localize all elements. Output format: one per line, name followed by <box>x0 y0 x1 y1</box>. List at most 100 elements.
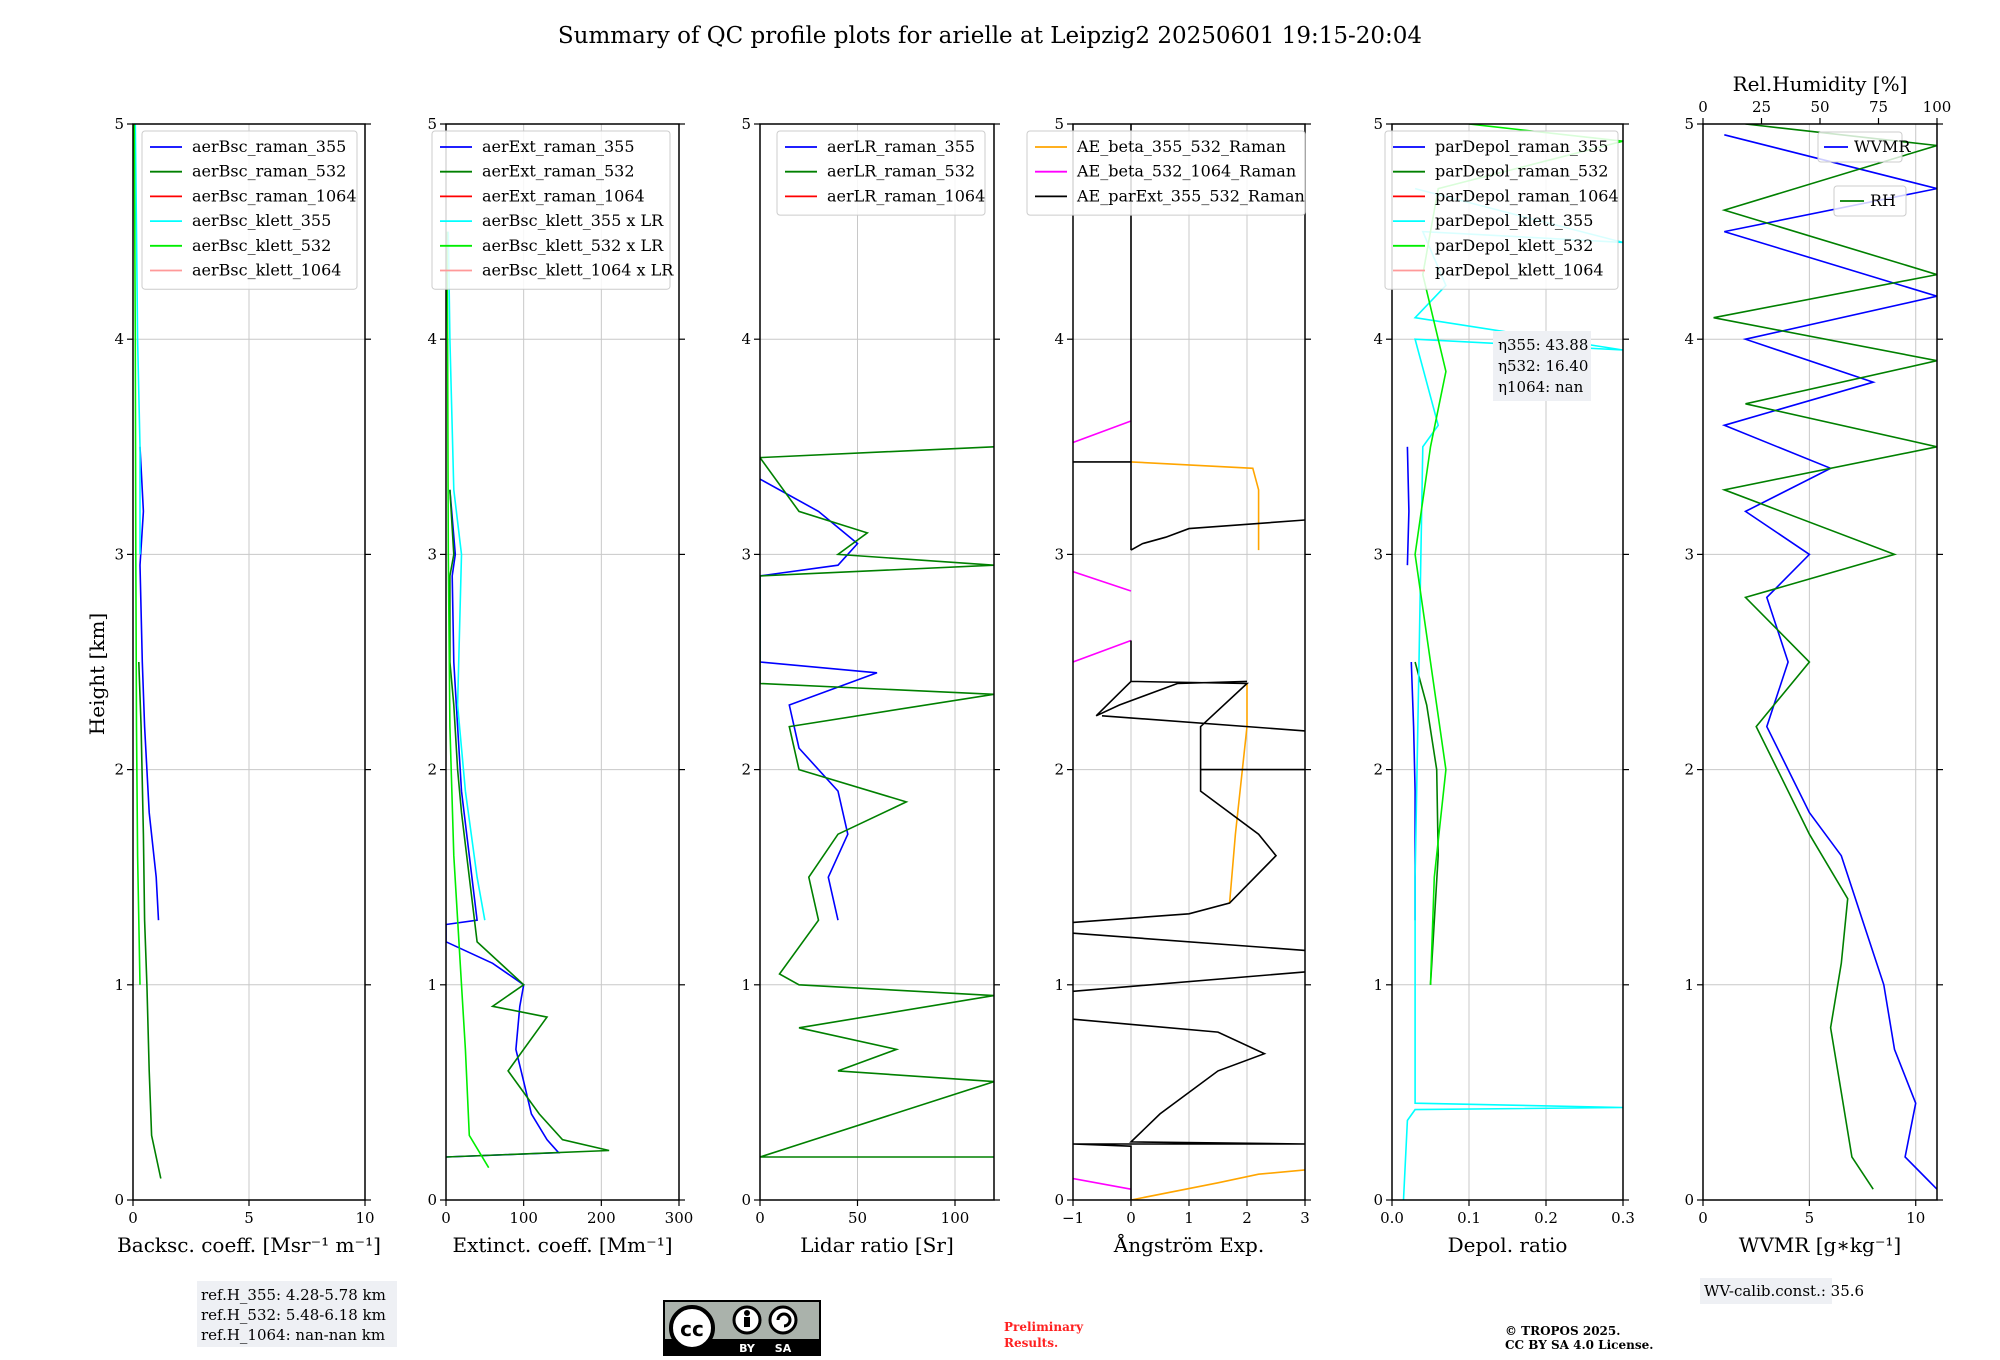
y-tick-label: 4 <box>427 330 437 348</box>
series-line-aerBsc_raman_532 <box>138 661 162 1179</box>
series-line-parDepol_raman_532 <box>1414 661 1440 985</box>
preliminary-note: Preliminary Results. <box>1004 1320 1084 1350</box>
eta-355: η355: 43.88 <box>1498 336 1588 354</box>
ref-heights-box: ref.H_355: 4.28-5.78 km ref.H_532: 5.48-… <box>197 1281 397 1347</box>
y-tick-label: 4 <box>1054 330 1064 348</box>
ref-height-532: ref.H_532: 5.48-6.18 km <box>201 1306 386 1324</box>
y-tick-label: 5 <box>427 115 437 133</box>
y-tick-label: 3 <box>741 545 751 563</box>
y-tick-label: 2 <box>1054 761 1064 779</box>
legend-label: RH <box>1870 191 1896 210</box>
x-tick-label: 0 <box>755 1209 765 1227</box>
eta-532: η532: 16.40 <box>1498 357 1588 375</box>
license-note: © TROPOS 2025. CC BY SA 4.0 License. <box>1505 1324 1653 1352</box>
y-tick-label: 5 <box>114 115 124 133</box>
legend-depolarization: parDepol_raman_355 parDepol_raman_532 parD… <box>1384 130 1619 290</box>
preliminary-line-1: Preliminary <box>1004 1320 1084 1334</box>
series-line-AE_beta_355_532_Raman <box>1130 461 1305 1200</box>
x2-tick-label: 25 <box>1752 98 1771 116</box>
y-tick-label: 5 <box>1054 115 1064 133</box>
sa-icon <box>768 1305 798 1335</box>
x-axis-label: Backsc. coeff. [Msr⁻¹ m⁻¹] <box>117 1233 381 1257</box>
svg-text:cc: cc <box>680 1317 704 1341</box>
x-tick-label: 2 <box>1242 1209 1252 1227</box>
wv-calib-box: WV-calib.const.: 35.6 <box>1700 1278 1864 1304</box>
legend-backscatter: aerBsc_raman_355 aerBsc_raman_532 aerBsc_r… <box>141 130 358 290</box>
legend-WVMR: WVMR <box>1817 131 1911 163</box>
plot-frame <box>445 123 680 1201</box>
y-tick-label: 5 <box>1684 115 1694 133</box>
y-tick-label: 2 <box>427 761 437 779</box>
y-tick-label: 4 <box>741 330 751 348</box>
y-tick-label: 3 <box>114 545 124 563</box>
preliminary-line-2: Results. <box>1004 1336 1058 1350</box>
ref-height-355: ref.H_355: 4.28-5.78 km <box>201 1286 386 1304</box>
series-line-aerLR_raman_355 <box>760 478 878 921</box>
series-line-RH <box>1713 124 1937 1190</box>
x-tick-label: 0.3 <box>1611 1209 1635 1227</box>
panel-backscatter: 0 5 10 0 1 2 3 4 5 Backsc. coeff. [Msr⁻¹ m⁻¹] aerB… <box>114 115 380 1257</box>
wv-calib-text: WV-calib.const.: 35.6 <box>1704 1282 1864 1300</box>
y-tick-label: 1 <box>1684 976 1694 994</box>
series-line-aerBsc_raman_355 <box>139 446 160 921</box>
series-group <box>133 124 162 1179</box>
legend-label: aerBsc_raman_355 <box>192 137 346 156</box>
x-tick-label: 5 <box>244 1209 254 1227</box>
panel-extinction: 0 100 200 300 0 1 2 3 4 5 Extinct. coeff. [Mm⁻¹] ae… <box>427 115 693 1257</box>
series-group <box>1073 124 1305 1200</box>
series-group <box>760 446 994 1158</box>
y-tick-label: 0 <box>427 1191 437 1209</box>
y-tick-label: 4 <box>1684 330 1694 348</box>
x-tick-label: 0 <box>441 1209 451 1227</box>
legend-label: parDepol_raman_532 <box>1435 162 1608 181</box>
cc-icon <box>669 1305 715 1351</box>
y-tick-label: 1 <box>427 976 437 994</box>
x-tick-label: 5 <box>1805 1209 1815 1227</box>
series-group <box>446 231 610 1169</box>
legend-RH: RH <box>1833 185 1907 217</box>
y-tick-label: 3 <box>1054 545 1064 563</box>
x-tick-label: 0.1 <box>1457 1209 1481 1227</box>
y-tick-label: 2 <box>1373 761 1383 779</box>
legend-label: aerLR_raman_532 <box>827 162 975 181</box>
legend-label: aerBsc_klett_1064 <box>192 261 341 280</box>
series-line-aerLR_raman_532 <box>760 446 994 1158</box>
x2-tick-label: 100 <box>1923 98 1952 116</box>
plot-frame <box>759 123 995 1201</box>
legend-label: aerExt_raman_355 <box>482 137 635 156</box>
series-line-parDepol_raman_355 <box>1406 446 1416 921</box>
legend-lidar_ratio: aerLR_raman_355 aerLR_raman_532 aerLR_rama… <box>776 130 986 216</box>
legend-label: aerBsc_klett_355 <box>192 211 331 230</box>
series-line-aerBsc_klett_355 x LR <box>447 231 486 921</box>
legend-label: aerLR_raman_355 <box>827 137 975 156</box>
legend-label: aerBsc_klett_1064 x LR <box>482 261 674 280</box>
y-tick-label: 4 <box>1373 330 1383 348</box>
x-tick-label: −1 <box>1062 1209 1084 1227</box>
legend-label: AE_beta_355_532_Raman <box>1076 137 1286 156</box>
by-label: BY <box>739 1342 756 1355</box>
legend-label: aerLR_raman_1064 <box>827 186 985 205</box>
legend-label: aerBsc_klett_532 x LR <box>482 236 664 255</box>
x-tick-label: 100 <box>941 1209 970 1227</box>
x-tick-label: 0 <box>1698 1209 1708 1227</box>
legend-label: aerBsc_raman_1064 <box>192 186 357 205</box>
x-tick-label: 200 <box>587 1209 616 1227</box>
eta-box: η355: 43.88 η532: 16.40 η1064: nan <box>1493 331 1591 401</box>
x-tick-label: 300 <box>665 1209 694 1227</box>
legend-label: aerExt_raman_532 <box>482 162 635 181</box>
legend-label: WVMR <box>1854 137 1911 156</box>
sa-label: SA <box>775 1342 792 1355</box>
series-line-aerExt_raman_532 <box>446 489 610 1158</box>
x2-tick-label: 75 <box>1869 98 1888 116</box>
series-line-aerBsc_klett_355 <box>134 124 141 555</box>
y-tick-label: 0 <box>1684 1191 1694 1209</box>
legend-label: aerExt_raman_1064 <box>482 186 645 205</box>
x2-tick-label: 0 <box>1698 98 1708 116</box>
series-line-AE_beta_532_1064_Raman <box>1073 420 1132 1190</box>
eta-1064: η1064: nan <box>1498 378 1584 396</box>
x-tick-label: 0.0 <box>1380 1209 1404 1227</box>
license-line-1: © TROPOS 2025. <box>1505 1324 1620 1338</box>
y-tick-label: 3 <box>1373 545 1383 563</box>
